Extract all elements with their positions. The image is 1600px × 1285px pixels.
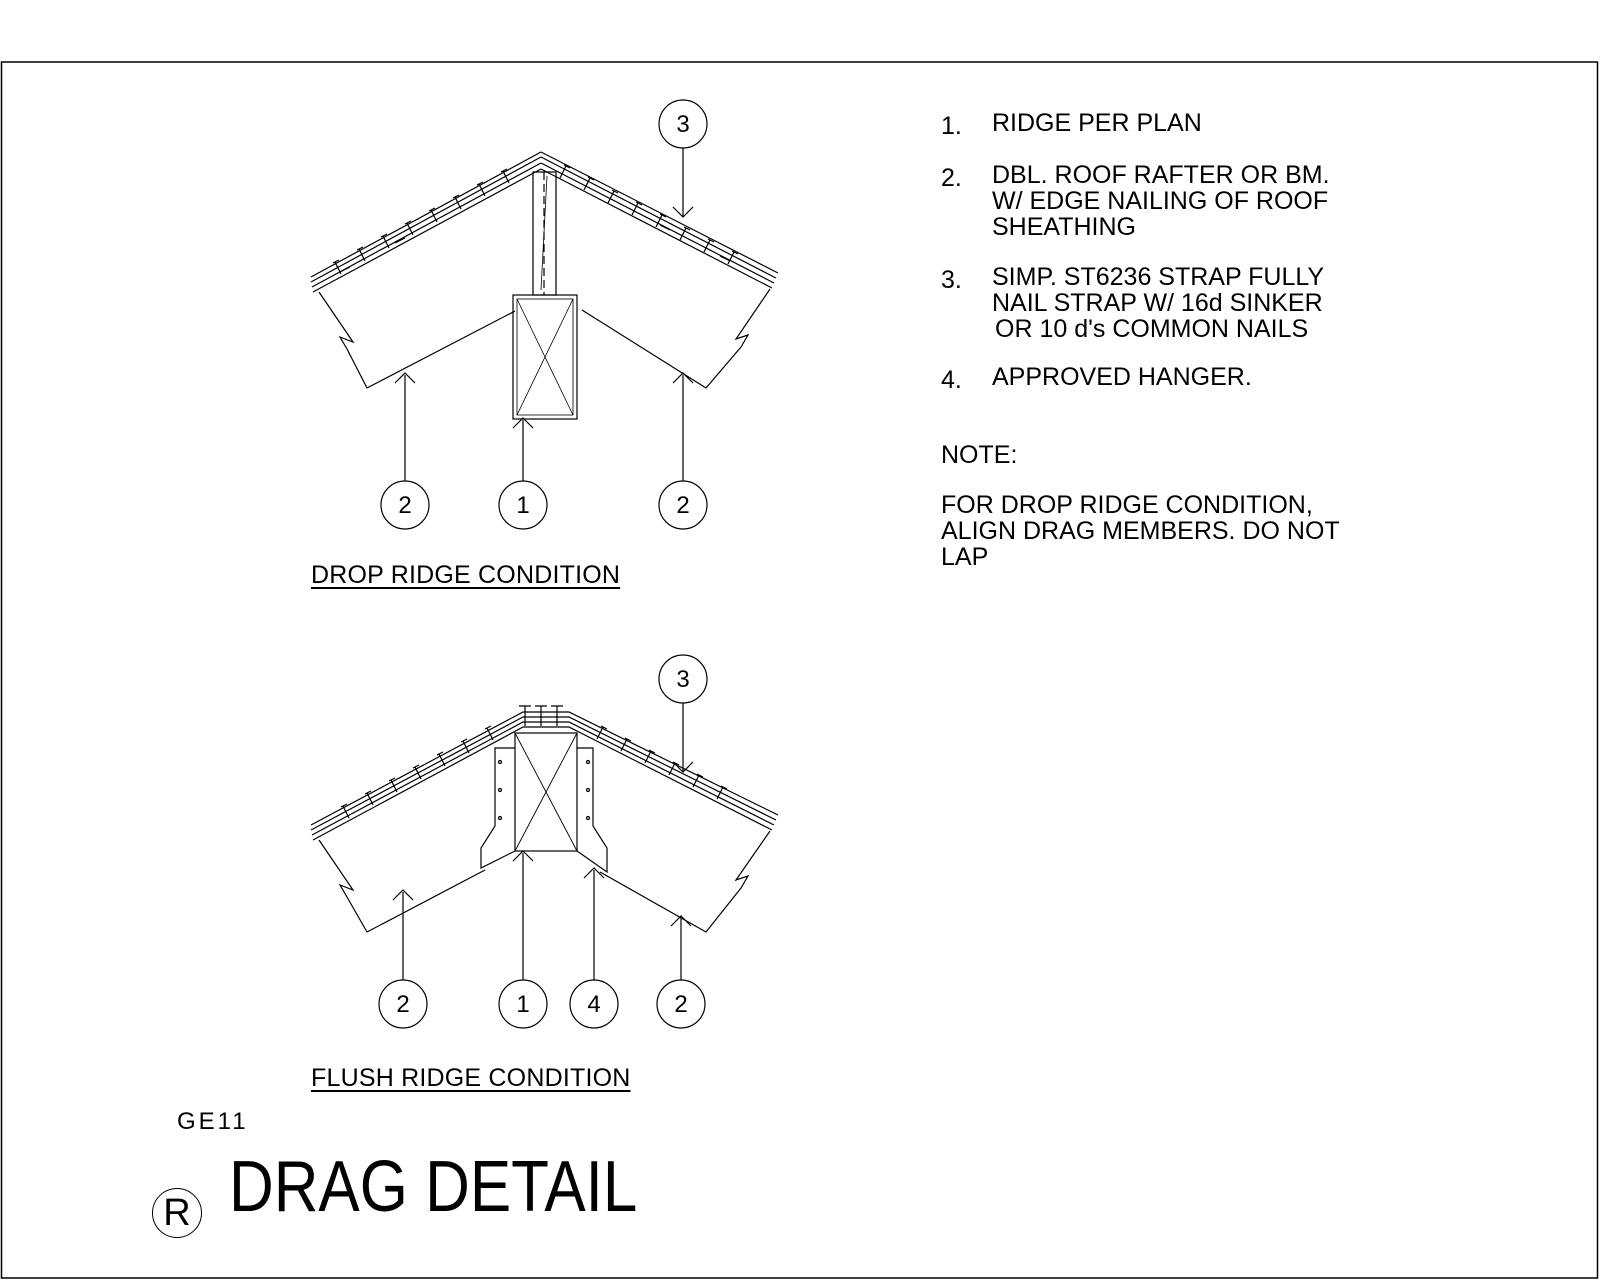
nail-marks-right [559,164,739,265]
note-3-line-3: OR 10 d's COMMON NAILS [995,315,1309,343]
drop-callout-2-right: 2 [676,492,689,519]
note-3-line-1: SIMP. ST6236 STRAP FULLY [992,263,1325,291]
flush-callout-2-left: 2 [396,991,409,1018]
note-heading: NOTE: [941,441,1018,469]
flush-ridge-title: FLUSH RIDGE CONDITION [311,1064,631,1092]
flush-callout-1: 1 [516,991,529,1018]
flush-callout-3: 3 [676,666,689,693]
flush-callout-bubbles [378,654,708,1029]
drop-callout-bubbles [380,99,708,530]
sheet-border [0,61,1599,1279]
drop-ridge-title: DROP RIDGE CONDITION [311,561,621,589]
note-3-text: SIMP. ST6236 STRAP FULLY NAIL STRAP W/ 1… [992,264,1412,342]
note-1-number: 1. [941,112,962,140]
note-body-line-1: FOR DROP RIDGE CONDITION, [941,491,1313,519]
drawing-title: DRAG DETAIL [229,1147,638,1227]
note-3-line-2: NAIL STRAP W/ 16d SINKER [992,289,1323,317]
note-1-text: RIDGE PER PLAN [992,110,1412,136]
note-3-number: 3. [941,266,962,294]
drop-callout-1: 1 [516,492,529,519]
note-4-text: APPROVED HANGER. [992,364,1412,390]
note-4-line-1: APPROVED HANGER. [992,363,1252,391]
flush-ridge-detail [310,703,779,986]
flush-nail-marks-right [596,725,728,800]
flush-nail-marks-left [340,725,494,819]
note-2-line-1: DBL. ROOF RAFTER OR BM. [992,161,1330,189]
note-1-line-1: RIDGE PER PLAN [992,109,1202,137]
revision-mark: R [152,1188,202,1238]
note-2-line-3: SHEATHING [992,213,1136,241]
note-2-text: DBL. ROOF RAFTER OR BM. W/ EDGE NAILING … [992,162,1412,240]
note-body: FOR DROP RIDGE CONDITION, ALIGN DRAG MEM… [941,492,1401,570]
drop-callout-3: 3 [676,111,689,138]
flush-callout-4: 4 [587,991,600,1018]
note-body-line-3: LAP [941,543,989,571]
sheet-id: GE11 [177,1108,249,1135]
drop-ridge-detail [310,147,779,488]
note-4-number: 4. [941,366,962,394]
flush-callout-2-right: 2 [674,991,687,1018]
nail-marks-left [332,168,510,275]
note-2-number: 2. [941,164,962,192]
note-2-line-2: W/ EDGE NAILING OF ROOF [992,187,1329,215]
note-body-line-2: ALIGN DRAG MEMBERS. DO NOT [941,517,1340,545]
drop-callout-2-left: 2 [398,492,411,519]
